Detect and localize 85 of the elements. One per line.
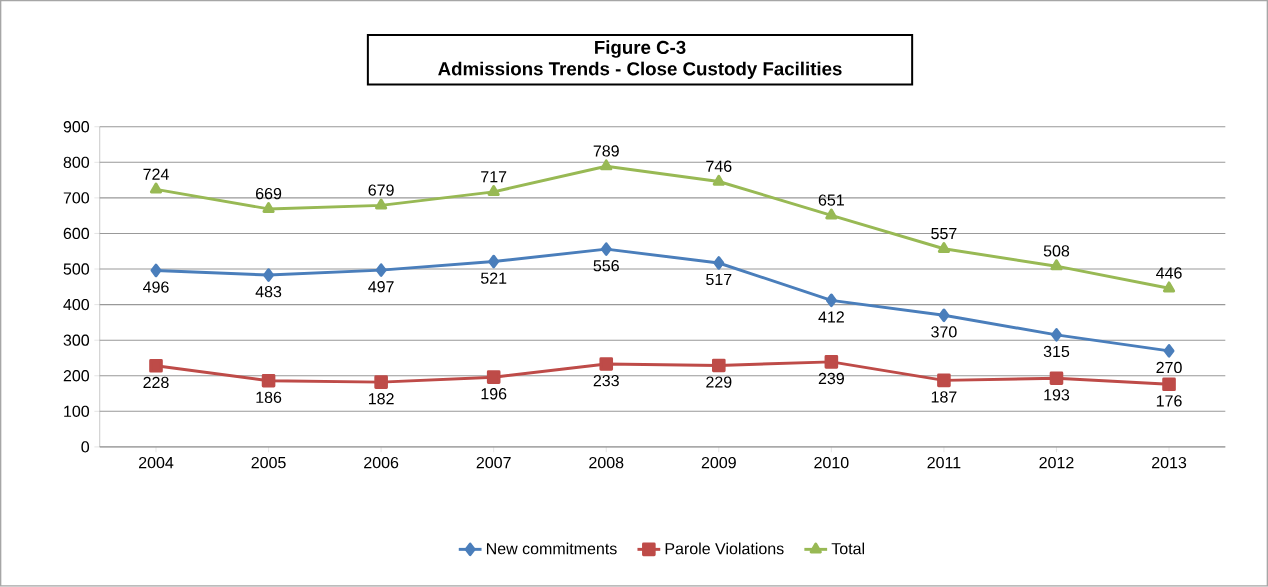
data-label: 483: [255, 286, 282, 298]
point: [1050, 259, 1063, 271]
chart-title: Figure C-3: [595, 40, 686, 58]
point: [1162, 377, 1176, 392]
y-tick-label: 800: [63, 156, 90, 169]
point: [599, 357, 614, 371]
y-tick-label: 700: [63, 192, 90, 204]
data-label: 557: [931, 228, 957, 240]
y-tick-label: 300: [63, 334, 90, 347]
point: [263, 268, 275, 283]
x-tick-label: 2012: [1039, 457, 1074, 469]
data-label: 233: [593, 375, 619, 387]
data-label: 446: [1156, 267, 1182, 279]
x-tick-label: 2013: [1152, 457, 1187, 469]
data-label: 517: [706, 274, 732, 286]
data-label: 370: [931, 326, 957, 338]
data-label: 186: [256, 391, 282, 404]
point: [825, 293, 837, 308]
point: [713, 256, 725, 270]
data-label: 508: [1043, 245, 1070, 257]
point: [150, 263, 162, 278]
point: [149, 359, 163, 373]
data-label: 497: [368, 281, 394, 293]
point: [1049, 371, 1064, 386]
data-label: 187: [931, 391, 957, 403]
x-tick-label: 2010: [814, 457, 849, 469]
point: [825, 208, 838, 220]
point: [487, 185, 500, 197]
data-label: 229: [706, 376, 732, 388]
y-tick-label: 600: [63, 227, 90, 240]
legend-label: Parole Violations: [665, 542, 784, 555]
point: [938, 308, 950, 323]
point: [937, 373, 951, 388]
data-label: 496: [143, 281, 169, 293]
x-tick-label: 2005: [251, 457, 286, 469]
point: [486, 370, 501, 385]
data-label: 679: [368, 184, 394, 196]
data-label: 717: [481, 171, 507, 183]
y-tick-label: 900: [63, 121, 90, 133]
point: [149, 182, 163, 194]
point: [374, 375, 388, 390]
y-tick-label: 200: [63, 370, 90, 382]
point: [262, 202, 275, 214]
y-tick-label: 0: [81, 441, 90, 453]
data-label: 412: [818, 311, 844, 323]
data-label: 789: [593, 145, 619, 157]
data-label: 176: [1156, 395, 1182, 407]
point: [488, 254, 500, 269]
data-label: 556: [593, 260, 619, 272]
y-tick-label: 100: [64, 405, 90, 418]
x-tick-label: 2006: [364, 457, 399, 469]
data-label: 746: [706, 160, 732, 173]
data-label: 315: [1043, 345, 1070, 358]
point: [375, 198, 388, 210]
x-tick-label: 2007: [476, 457, 511, 469]
point: [712, 174, 725, 186]
data-label: 196: [481, 388, 507, 400]
point: [1163, 344, 1175, 358]
point: [937, 242, 951, 254]
point: [824, 355, 839, 369]
chart-subtitle: Admissions Trends - Close Custody Facilities: [438, 61, 842, 80]
point: [600, 242, 612, 257]
point: [261, 374, 276, 388]
x-tick-label: 2004: [138, 457, 174, 469]
data-label: 193: [1044, 389, 1070, 401]
data-label: 651: [818, 194, 844, 206]
x-tick-label: 2009: [701, 457, 736, 469]
point: [1051, 328, 1062, 342]
legend-label: New commitments: [486, 542, 617, 555]
data-label: 270: [1156, 361, 1182, 374]
data-label: 521: [480, 272, 507, 284]
data-label: 228: [143, 376, 169, 389]
data-label: 182: [368, 393, 394, 405]
point: [711, 358, 726, 373]
data-label: 724: [143, 168, 169, 180]
point: [600, 159, 613, 171]
y-tick-label: 500: [63, 263, 90, 275]
legend-label: Total: [831, 542, 865, 555]
data-label: 669: [256, 188, 282, 200]
point: [375, 263, 387, 278]
x-tick-label: 2011: [927, 457, 961, 469]
y-tick-label: 400: [63, 299, 90, 311]
point: [1162, 281, 1176, 293]
data-label: 239: [818, 373, 844, 385]
x-tick-label: 2008: [589, 457, 624, 469]
